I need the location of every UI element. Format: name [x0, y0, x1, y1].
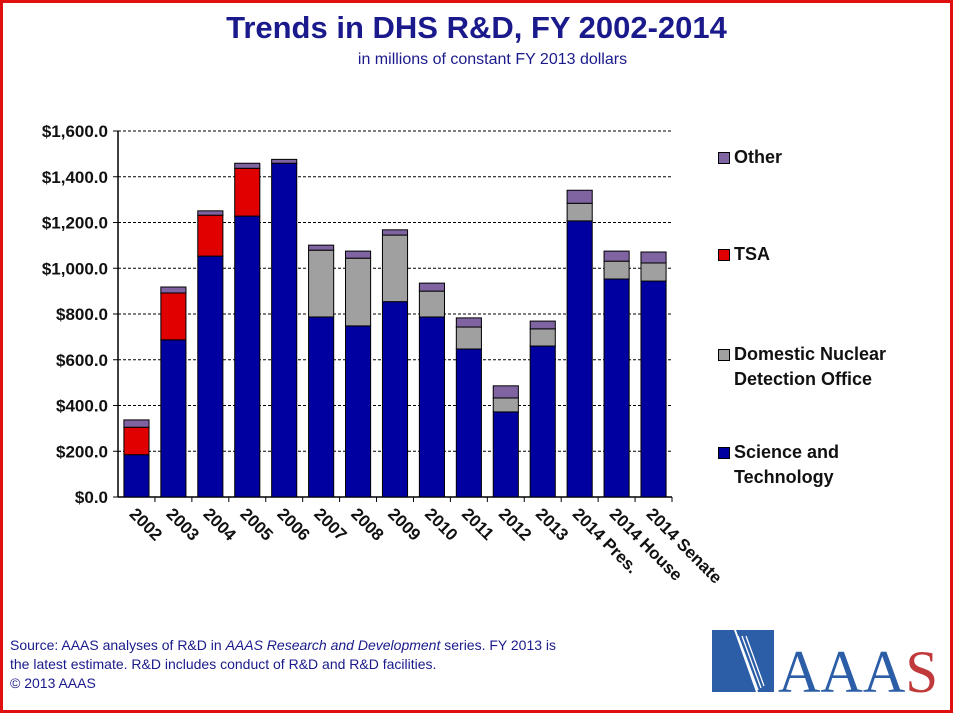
bar-segment-other	[603, 250, 630, 262]
bar-segment-domestic-nuclear-detection-office	[492, 397, 519, 413]
bar-segment-other	[234, 162, 261, 169]
bar-segment-other	[381, 229, 409, 236]
bar-segment-science-and-technology	[123, 454, 150, 498]
bar-segment-other	[418, 282, 445, 292]
x-tick-label: 2013	[532, 504, 572, 544]
x-tick-label: 2008	[347, 504, 387, 544]
svg-text:AAAS: AAAS	[778, 639, 938, 696]
bar-segment-domestic-nuclear-detection-office	[640, 262, 667, 282]
y-tick-label: $600.0	[56, 351, 108, 370]
x-tick-label: 2009	[384, 504, 424, 544]
bar-segment-science-and-technology	[566, 220, 593, 498]
bar-segment-other	[160, 286, 187, 294]
bar-segment-domestic-nuclear-detection-office	[603, 260, 630, 280]
bar-segment-other	[271, 158, 298, 164]
bar-segment-science-and-technology	[492, 411, 519, 498]
chart-title: Trends in DHS R&D, FY 2002-2014	[226, 10, 727, 45]
x-tick-label: 2010	[421, 504, 461, 544]
legend-item: Other	[718, 145, 782, 170]
legend-item: Domestic Nuclear Detection Office	[718, 342, 886, 392]
bar-segment-domestic-nuclear-detection-office	[381, 234, 409, 303]
bar-segment-other	[345, 250, 372, 259]
y-tick-label: $200.0	[56, 442, 108, 461]
y-tick-label: $1,200.0	[42, 214, 108, 233]
x-tick-label: 2012	[495, 504, 535, 544]
x-tick-label: 2002	[126, 504, 166, 544]
bar-segment-other	[197, 210, 224, 216]
bar-segment-domestic-nuclear-detection-office	[345, 257, 372, 327]
y-tick-label: $1,000.0	[42, 259, 108, 278]
legend-label: Other	[734, 147, 783, 167]
legend-label: TSA	[734, 244, 770, 264]
legend-label: Science and Technology	[734, 442, 840, 487]
y-tick-label: $1,400.0	[42, 168, 108, 187]
x-tick-label: 2005	[236, 504, 276, 544]
source-text-a: Source: AAAS analyses of R&D in	[10, 637, 226, 653]
bar-segment-other	[492, 385, 519, 399]
bar-segment-science-and-technology	[418, 316, 445, 498]
bar-segment-tsa	[123, 426, 150, 456]
bar-segment-tsa	[197, 214, 224, 257]
y-tick-label: $0.0	[75, 488, 108, 507]
bar-segment-domestic-nuclear-detection-office	[529, 328, 556, 347]
legend-swatch	[718, 447, 730, 459]
legend-swatch	[718, 349, 730, 361]
bar-segment-domestic-nuclear-detection-office	[455, 326, 482, 350]
bar-segment-science-and-technology	[234, 215, 261, 498]
bar-segment-science-and-technology	[271, 162, 298, 498]
source-text-b: series. FY 2013 is	[440, 637, 557, 653]
legend-item: TSA	[718, 242, 770, 267]
x-tick-label: 2003	[163, 504, 203, 544]
bar-segment-science-and-technology	[603, 278, 630, 498]
x-tick-label: 2006	[273, 504, 313, 544]
bar-segment-domestic-nuclear-detection-office	[418, 290, 445, 318]
y-tick-label: $800.0	[56, 305, 108, 324]
source-text-line2: the latest estimate. R&D includes conduc…	[10, 656, 437, 672]
bar-segment-domestic-nuclear-detection-office	[566, 202, 593, 222]
bar-segment-tsa	[234, 167, 261, 217]
aaas-logo: AAAS	[712, 626, 942, 705]
y-tick-label: $400.0	[56, 397, 108, 416]
x-tick-label: 2011	[458, 504, 498, 544]
bar-segment-science-and-technology	[640, 280, 667, 498]
bar-segment-domestic-nuclear-detection-office	[308, 249, 335, 318]
bar-segment-science-and-technology	[308, 316, 335, 498]
y-tick-label: $1,600.0	[42, 122, 108, 141]
bar-segment-science-and-technology	[345, 325, 372, 498]
bar-segment-tsa	[160, 292, 187, 341]
copyright: © 2013 AAAS	[10, 675, 96, 691]
x-tick-label: 2007	[310, 504, 350, 544]
bar-segment-science-and-technology	[197, 255, 224, 498]
bar-segment-science-and-technology	[529, 345, 556, 498]
bar-segment-other	[308, 244, 335, 251]
source-text-italic: AAAS Research and Development	[225, 637, 441, 653]
bar-segment-other	[455, 317, 482, 328]
bar-segment-other	[123, 419, 150, 428]
bar-segment-science-and-technology	[160, 339, 187, 498]
bar-segment-other	[566, 189, 593, 204]
legend-label: Domestic Nuclear Detection Office	[734, 344, 887, 389]
legend-swatch	[718, 152, 730, 164]
bar-segment-science-and-technology	[455, 348, 482, 498]
source-note: Source: AAAS analyses of R&D in AAAS Res…	[10, 636, 690, 693]
x-tick-label: 2004	[200, 504, 241, 545]
bar-segment-other	[529, 320, 556, 330]
legend-swatch	[718, 249, 730, 261]
legend-item: Science and Technology	[718, 440, 839, 490]
chart-subtitle: in millions of constant FY 2013 dollars	[357, 51, 628, 68]
bar-segment-other	[640, 251, 667, 264]
bar-segment-science-and-technology	[381, 301, 409, 498]
